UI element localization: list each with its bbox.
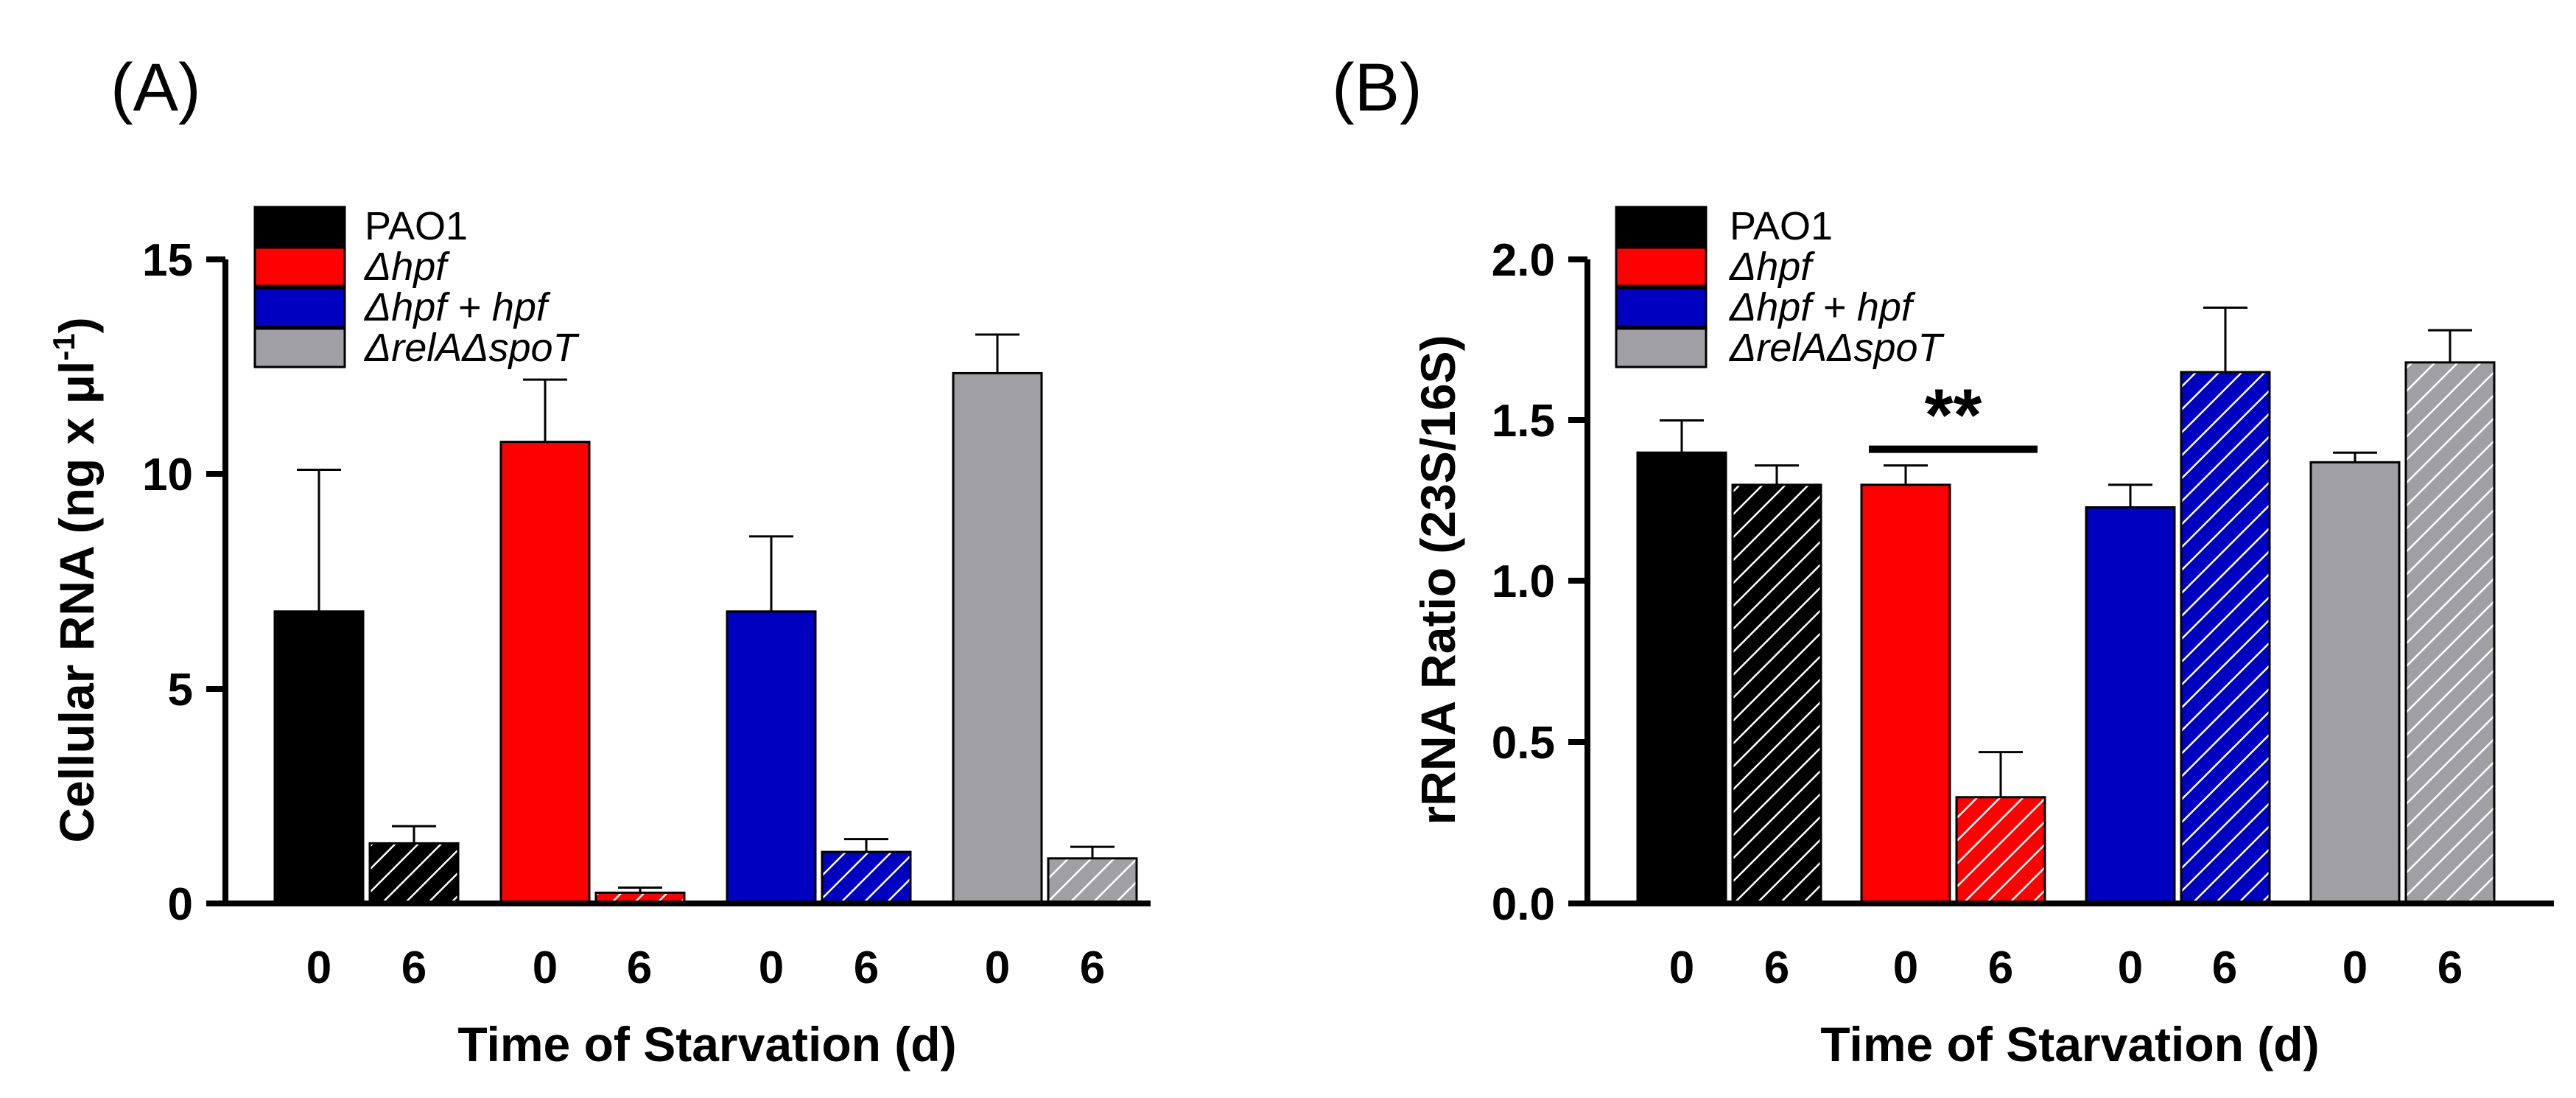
panel-a-y-axis-title: Cellular RNA (ng x μl-1) [46, 317, 104, 842]
legend-swatch-hpf [253, 246, 346, 287]
y-tick-label: 10 [142, 450, 193, 500]
panel-a-legend: PAO1 Δhpf Δhpf + hpf ΔrelAΔspoT [253, 204, 580, 370]
legend-swatch-pao1 [1615, 206, 1708, 247]
legend-swatch-rela-spot [1615, 327, 1708, 368]
bar [368, 842, 460, 905]
x-tick-label: 0 [1669, 943, 1694, 993]
x-tick-label: 6 [2438, 943, 2463, 993]
y-tick-label: 1.0 [1492, 556, 1555, 607]
y-axis-title-close: ) [49, 317, 104, 333]
panel-a-y-ticks: 0 5 10 15 [142, 235, 225, 930]
x-tick-label: 0 [2342, 943, 2368, 993]
bar [1636, 451, 1727, 905]
panel-b-x-ticks: 0 6 0 6 0 6 0 6 [1669, 943, 2463, 993]
x-tick-label: 6 [1988, 943, 2013, 993]
y-tick-label: 0 [168, 879, 193, 930]
panel-a: (A) PAO1 Δhpf Δhpf + hpf ΔrelAΔspoT 0 5 … [46, 50, 1151, 1071]
legend-label-hpf-complement: Δhpf + hpf [1728, 285, 1916, 329]
y-tick-label: 1.5 [1492, 396, 1555, 447]
legend-label-rela-spot: ΔrelAΔspoT [363, 326, 580, 370]
panel-b-bars: ** [1636, 307, 2496, 905]
panel-b-y-ticks: 0.0 0.5 1.0 1.5 2.0 [1492, 235, 1587, 930]
bar [821, 850, 912, 905]
panel-a-x-axis-title: Time of Starvation (d) [457, 1017, 956, 1071]
bar [2085, 506, 2176, 905]
y-axis-title-superscript: -1 [46, 333, 81, 360]
x-tick-label: 0 [306, 943, 331, 993]
bar [273, 610, 365, 905]
legend-swatch-hpf-complement [1615, 287, 1708, 328]
panel-a-label: (A) [110, 50, 201, 125]
legend-label-hpf: Δhpf [363, 245, 450, 289]
x-tick-label: 0 [759, 943, 784, 993]
bar [2180, 371, 2271, 905]
y-tick-label: 5 [168, 665, 193, 716]
legend-label-hpf: Δhpf [1728, 245, 1815, 289]
legend-label-rela-spot: ΔrelAΔspoT [1728, 326, 1945, 370]
x-tick-label: 0 [2118, 943, 2143, 993]
legend-swatch-hpf-complement [253, 287, 346, 328]
panel-b-legend: PAO1 Δhpf Δhpf + hpf ΔrelAΔspoT [1615, 204, 1945, 370]
x-tick-label: 6 [627, 943, 652, 993]
legend-label-hpf-complement: Δhpf + hpf [363, 285, 551, 329]
y-tick-label: 0.5 [1492, 718, 1555, 769]
bar [499, 441, 591, 905]
bar [952, 371, 1043, 905]
panel-b: (B) PAO1 Δhpf Δhpf + hpf ΔrelAΔspoT ** 0… [1332, 50, 2554, 1071]
bar [1047, 857, 1138, 905]
bar [1955, 796, 2046, 905]
bar [726, 610, 817, 905]
bar [2309, 461, 2401, 905]
legend-label-pao1: PAO1 [365, 204, 468, 248]
legend-swatch-rela-spot [253, 327, 346, 368]
panel-b-y-axis-title: rRNA Ratio (23S/16S) [1411, 335, 1465, 825]
panel-a-x-ticks: 0 6 0 6 0 6 0 6 [306, 943, 1105, 993]
x-tick-label: 6 [1080, 943, 1105, 993]
x-tick-label: 6 [854, 943, 879, 993]
panel-b-x-axis-title: Time of Starvation (d) [1820, 1017, 2319, 1071]
x-tick-label: 0 [1893, 943, 1918, 993]
significance-label: ** [1925, 374, 1982, 457]
x-tick-label: 0 [533, 943, 558, 993]
x-tick-label: 6 [2212, 943, 2237, 993]
x-tick-label: 6 [401, 943, 427, 993]
y-axis-title-main: Cellular RNA (ng x μl [49, 361, 104, 843]
x-tick-label: 0 [985, 943, 1010, 993]
bar [1731, 483, 1822, 905]
bar [1860, 483, 1951, 905]
panel-a-bars [273, 333, 1138, 905]
bar [2404, 361, 2496, 905]
y-tick-label: 15 [142, 235, 193, 286]
legend-swatch-pao1 [253, 206, 346, 247]
y-tick-label: 0.0 [1492, 879, 1555, 930]
y-tick-label: 2.0 [1492, 235, 1555, 286]
x-tick-label: 6 [1764, 943, 1789, 993]
legend-label-pao1: PAO1 [1730, 204, 1833, 248]
legend-swatch-hpf [1615, 246, 1708, 287]
panel-b-label: (B) [1332, 50, 1422, 125]
